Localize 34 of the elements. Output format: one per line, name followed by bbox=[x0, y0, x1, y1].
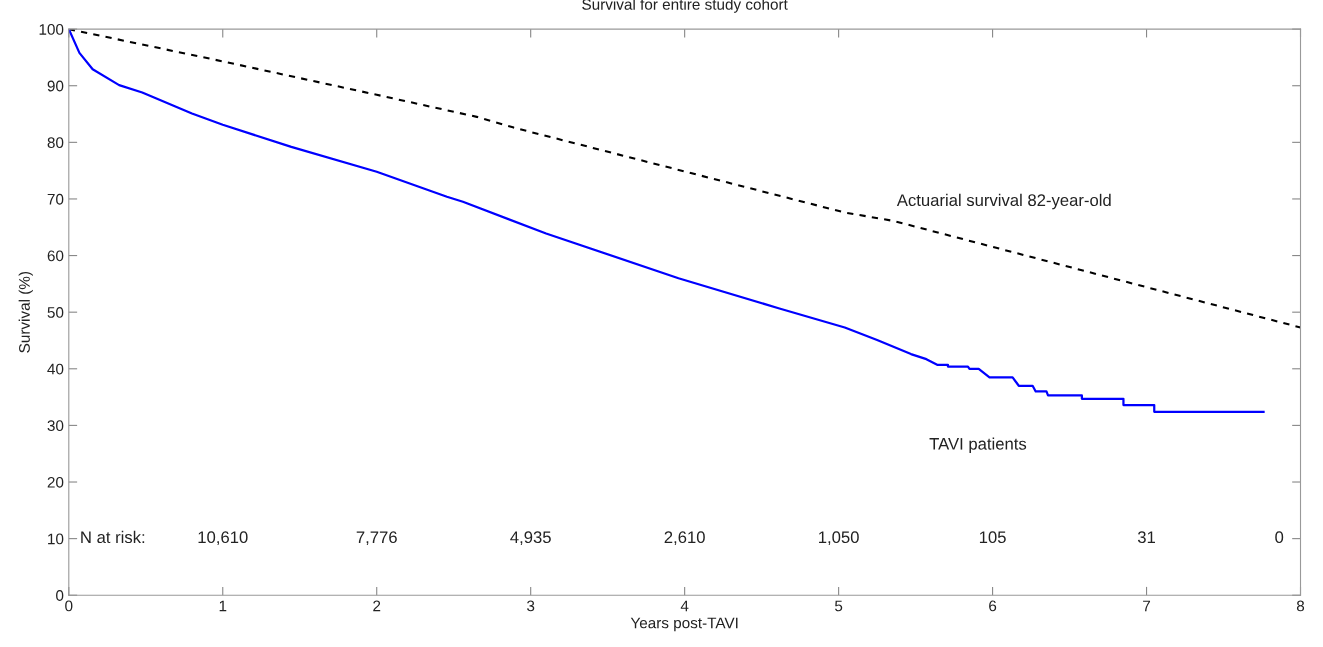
annotation: 1,050 bbox=[819, 531, 859, 546]
y-tick-label: 50 bbox=[47, 307, 64, 318]
y-tick-label: 10 bbox=[48, 533, 64, 545]
y-tick-label: 70 bbox=[47, 193, 64, 205]
annotation: N at risk: bbox=[81, 530, 145, 544]
annotation: 2,610 bbox=[664, 531, 705, 546]
annotation: 4,935 bbox=[510, 531, 551, 546]
annotation: 31 bbox=[1137, 531, 1155, 544]
x-tick-label: 0 bbox=[65, 600, 73, 612]
x-tick-label: 3 bbox=[527, 600, 535, 612]
x-tick-label: 4 bbox=[680, 600, 689, 612]
y-axis-title: Survival (%) bbox=[18, 271, 33, 353]
y-tick-label: 40 bbox=[47, 363, 64, 375]
x-tick-label: 7 bbox=[1143, 600, 1151, 612]
annotation: 0 bbox=[1275, 531, 1284, 544]
x-tick-label: 6 bbox=[989, 600, 997, 612]
line-series bbox=[68, 29, 1265, 413]
x-tick-label: 1 bbox=[219, 600, 227, 612]
x-tick-label: 5 bbox=[834, 600, 843, 612]
annotation: 7,776 bbox=[356, 531, 397, 546]
series-label: Actuarial survival 82-year-old bbox=[896, 193, 1111, 210]
x-tick-label: 8 bbox=[1296, 600, 1305, 612]
text: TAVI patients bbox=[929, 437, 1027, 454]
y-tick-label: 0 bbox=[56, 590, 64, 601]
y-tick-label: 100 bbox=[39, 23, 64, 35]
annotation: 105 bbox=[979, 531, 1006, 544]
annotation: 10,610 bbox=[198, 531, 248, 546]
x-tick-label: 2 bbox=[373, 600, 381, 612]
y-tick-label: 60 bbox=[47, 250, 64, 262]
y-tick-label: 90 bbox=[47, 80, 64, 92]
y-tick-label: 80 bbox=[47, 137, 64, 149]
x-axis-title: Years post-TAVI bbox=[630, 617, 738, 632]
y-tick-label: 30 bbox=[47, 420, 64, 432]
y-tick-label: 20 bbox=[47, 476, 64, 488]
